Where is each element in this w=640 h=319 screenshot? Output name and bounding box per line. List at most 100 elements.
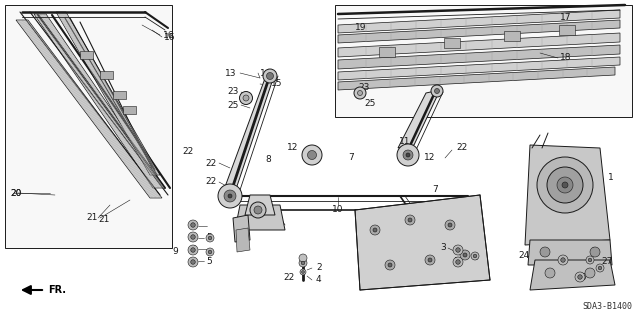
Circle shape xyxy=(191,260,195,264)
Polygon shape xyxy=(355,195,490,290)
Text: 22: 22 xyxy=(205,177,217,187)
Circle shape xyxy=(588,258,592,262)
Circle shape xyxy=(471,252,479,260)
Circle shape xyxy=(473,254,477,258)
Circle shape xyxy=(456,248,460,252)
Circle shape xyxy=(558,255,568,265)
Text: 20: 20 xyxy=(10,189,21,197)
Circle shape xyxy=(388,263,392,267)
Polygon shape xyxy=(530,260,615,290)
Circle shape xyxy=(263,69,277,83)
Bar xyxy=(335,5,632,117)
Circle shape xyxy=(428,258,432,262)
Circle shape xyxy=(575,272,585,282)
Circle shape xyxy=(301,261,305,265)
Text: 25: 25 xyxy=(364,99,376,108)
Circle shape xyxy=(586,256,594,264)
Polygon shape xyxy=(222,73,275,195)
Circle shape xyxy=(299,259,307,267)
Text: 23: 23 xyxy=(228,87,239,97)
Text: SDA3-B1400: SDA3-B1400 xyxy=(582,302,632,311)
Polygon shape xyxy=(559,25,575,35)
Circle shape xyxy=(562,182,568,188)
Text: 22: 22 xyxy=(183,147,194,157)
Text: 5: 5 xyxy=(453,257,459,266)
Bar xyxy=(5,5,172,248)
Text: 3: 3 xyxy=(472,254,477,263)
Polygon shape xyxy=(338,57,620,80)
Circle shape xyxy=(557,177,573,193)
Text: 7: 7 xyxy=(348,152,354,161)
Text: 9: 9 xyxy=(172,247,178,256)
Circle shape xyxy=(188,220,198,230)
Text: 22: 22 xyxy=(284,273,295,283)
Polygon shape xyxy=(113,91,126,99)
Text: 10: 10 xyxy=(332,205,344,214)
Text: 23: 23 xyxy=(358,84,369,93)
Polygon shape xyxy=(504,31,520,41)
Circle shape xyxy=(540,247,550,257)
Circle shape xyxy=(302,145,322,165)
Text: 27: 27 xyxy=(601,256,612,265)
Circle shape xyxy=(373,228,377,232)
Circle shape xyxy=(405,215,415,225)
Polygon shape xyxy=(236,228,250,252)
Text: 22: 22 xyxy=(205,159,217,167)
Circle shape xyxy=(206,234,214,242)
Text: 13: 13 xyxy=(225,69,236,78)
Circle shape xyxy=(435,88,440,93)
Polygon shape xyxy=(528,240,612,265)
Circle shape xyxy=(425,255,435,265)
Text: 20: 20 xyxy=(10,189,21,197)
Polygon shape xyxy=(235,205,285,230)
Polygon shape xyxy=(16,20,162,198)
Circle shape xyxy=(456,260,460,264)
Circle shape xyxy=(547,167,583,203)
Circle shape xyxy=(208,236,212,240)
Circle shape xyxy=(408,218,412,222)
Circle shape xyxy=(397,144,419,166)
Text: 3: 3 xyxy=(190,221,196,231)
Text: 18: 18 xyxy=(560,54,572,63)
Circle shape xyxy=(188,232,198,242)
Circle shape xyxy=(403,150,413,160)
Text: 7: 7 xyxy=(432,186,438,195)
Text: 19: 19 xyxy=(355,24,367,33)
Polygon shape xyxy=(123,106,136,114)
Text: 5: 5 xyxy=(206,234,212,242)
Polygon shape xyxy=(338,20,620,43)
Polygon shape xyxy=(233,215,250,242)
Circle shape xyxy=(224,190,236,202)
Text: 15: 15 xyxy=(271,79,282,88)
Circle shape xyxy=(453,257,463,267)
Polygon shape xyxy=(338,33,620,57)
Circle shape xyxy=(208,250,212,254)
Text: 25: 25 xyxy=(228,100,239,109)
Circle shape xyxy=(191,235,195,239)
Text: 3: 3 xyxy=(440,243,446,253)
Text: 22: 22 xyxy=(456,144,467,152)
Circle shape xyxy=(431,85,443,97)
Circle shape xyxy=(578,275,582,279)
Text: 21: 21 xyxy=(98,216,109,225)
Text: 6: 6 xyxy=(590,248,596,256)
Circle shape xyxy=(596,264,604,272)
Text: 4: 4 xyxy=(316,276,322,285)
Circle shape xyxy=(585,268,595,278)
Circle shape xyxy=(354,87,366,99)
Circle shape xyxy=(301,271,305,273)
Circle shape xyxy=(299,254,307,262)
Text: 5: 5 xyxy=(206,256,212,265)
Circle shape xyxy=(250,202,266,218)
Circle shape xyxy=(537,157,593,213)
Polygon shape xyxy=(100,71,113,79)
Text: 1: 1 xyxy=(608,174,614,182)
Polygon shape xyxy=(338,67,615,90)
Text: 8: 8 xyxy=(265,155,271,165)
Text: 3: 3 xyxy=(190,244,196,254)
Text: 12: 12 xyxy=(287,144,298,152)
Polygon shape xyxy=(245,195,275,215)
Circle shape xyxy=(243,95,249,101)
Circle shape xyxy=(206,248,214,256)
Circle shape xyxy=(448,223,452,227)
